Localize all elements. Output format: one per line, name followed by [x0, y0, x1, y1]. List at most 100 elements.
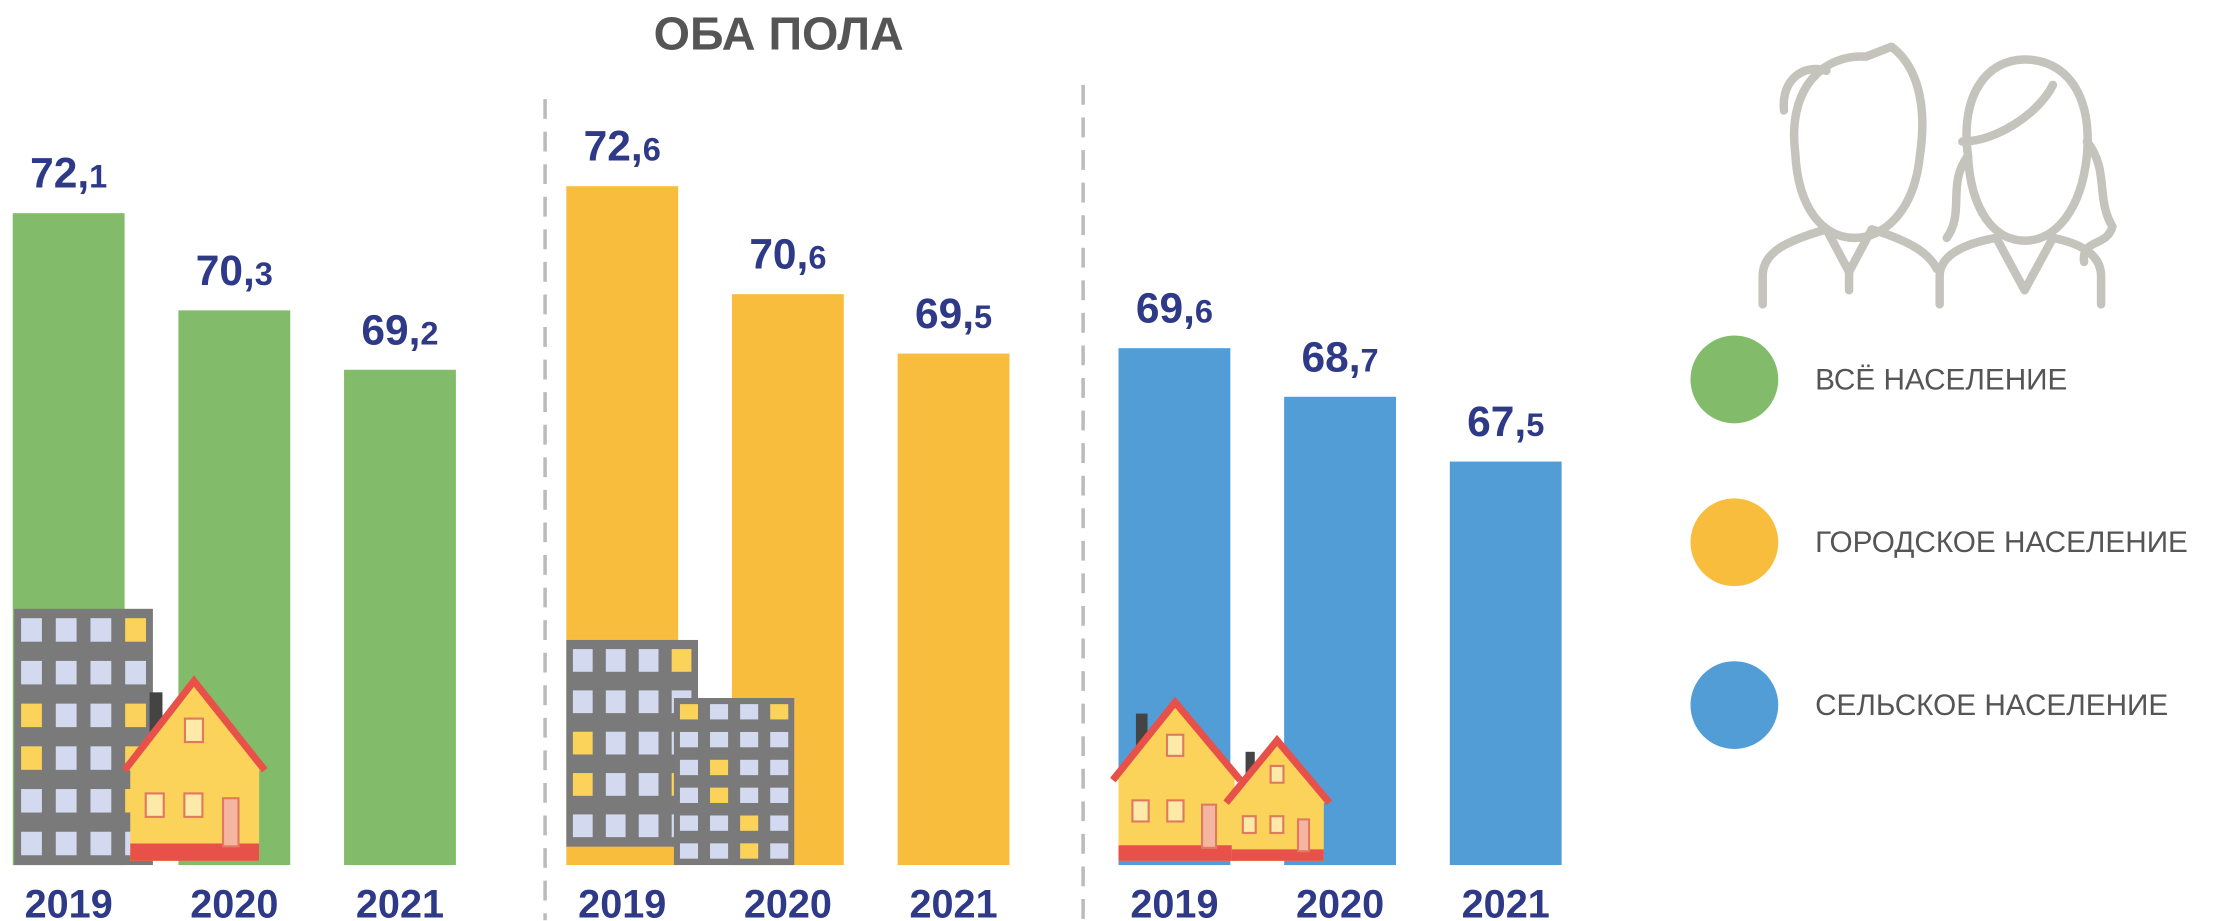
door [221, 797, 240, 848]
window [710, 704, 729, 720]
window [770, 704, 789, 720]
window [605, 649, 626, 672]
x-tick-label: 2021 [356, 882, 444, 921]
window [55, 831, 77, 856]
window [125, 703, 146, 728]
house-base [1118, 845, 1235, 861]
window [638, 649, 659, 672]
window [90, 746, 112, 770]
window [710, 731, 729, 748]
window [572, 649, 593, 672]
door [1296, 818, 1311, 853]
door [1201, 803, 1218, 849]
window [740, 704, 759, 720]
window [55, 660, 77, 685]
window [679, 704, 698, 720]
value-label: 70,6 [749, 231, 826, 278]
value-label: 72,6 [584, 123, 661, 170]
window [572, 731, 593, 755]
window [21, 789, 42, 813]
window [90, 789, 112, 813]
house-window [144, 792, 165, 818]
window [21, 618, 42, 642]
house-window [1166, 799, 1185, 823]
x-tick-label: 2019 [1130, 882, 1218, 921]
house-window [1269, 764, 1285, 784]
window [710, 787, 729, 803]
value-label: 70,3 [196, 247, 273, 294]
legend-swatch [1690, 661, 1779, 749]
window [740, 759, 759, 776]
house-base [130, 843, 260, 861]
window [710, 815, 729, 831]
window [770, 759, 789, 776]
window [21, 746, 42, 770]
window [605, 690, 626, 714]
window [710, 759, 729, 776]
window [90, 660, 112, 685]
house-window [1165, 733, 1185, 757]
x-tick-label: 2020 [190, 882, 278, 921]
house-window [1241, 815, 1257, 835]
window [90, 703, 112, 728]
window [55, 746, 77, 770]
window [21, 703, 42, 728]
house-window [183, 717, 205, 744]
house-window [1131, 799, 1150, 823]
value-label: 69,6 [1136, 285, 1213, 332]
window [605, 731, 626, 755]
window [605, 814, 626, 838]
window [671, 649, 692, 672]
bar [1449, 461, 1562, 866]
value-label: 68,7 [1301, 333, 1378, 380]
x-tick-label: 2021 [1462, 882, 1550, 921]
illustrations [14, 608, 1333, 866]
window [770, 843, 789, 859]
window [638, 814, 659, 838]
window [770, 815, 789, 831]
window [740, 815, 759, 831]
window [679, 787, 698, 803]
x-tick-label: 2021 [909, 882, 997, 921]
window [740, 731, 759, 748]
window [21, 660, 42, 685]
legend-swatch [1690, 335, 1779, 424]
value-label: 67,5 [1467, 398, 1544, 445]
window [572, 690, 593, 714]
window [679, 731, 698, 748]
value-label: 72,1 [30, 150, 107, 197]
house-window [183, 792, 204, 818]
window [740, 843, 759, 859]
window [572, 814, 593, 838]
window [125, 660, 146, 685]
window [55, 789, 77, 813]
window [770, 731, 789, 748]
value-label: 69,2 [361, 306, 438, 353]
window [55, 618, 77, 642]
bar [344, 369, 456, 866]
legend-swatch [1690, 498, 1779, 587]
legend-label: ГОРОДСКОЕ НАСЕЛЕНИЕ [1815, 526, 2188, 559]
window [90, 618, 112, 642]
house-window [1269, 815, 1285, 835]
building [14, 608, 153, 866]
window [90, 831, 112, 856]
window [125, 618, 146, 642]
window [55, 703, 77, 728]
window [679, 843, 698, 859]
bar [897, 353, 1010, 866]
legend-label: СЕЛЬСКОЕ НАСЕЛЕНИЕ [1815, 689, 2168, 722]
x-tick-label: 2019 [578, 882, 666, 921]
x-tick-label: 2020 [1296, 882, 1384, 921]
window [605, 773, 626, 796]
legend-label: ВСЁ НАСЕЛЕНИЕ [1815, 363, 2067, 396]
window [710, 843, 729, 859]
people-icon [1758, 42, 2117, 309]
window [21, 831, 42, 856]
window [638, 773, 659, 796]
window [638, 731, 659, 755]
house-base [1231, 849, 1324, 861]
x-tick-label: 2020 [744, 882, 832, 921]
